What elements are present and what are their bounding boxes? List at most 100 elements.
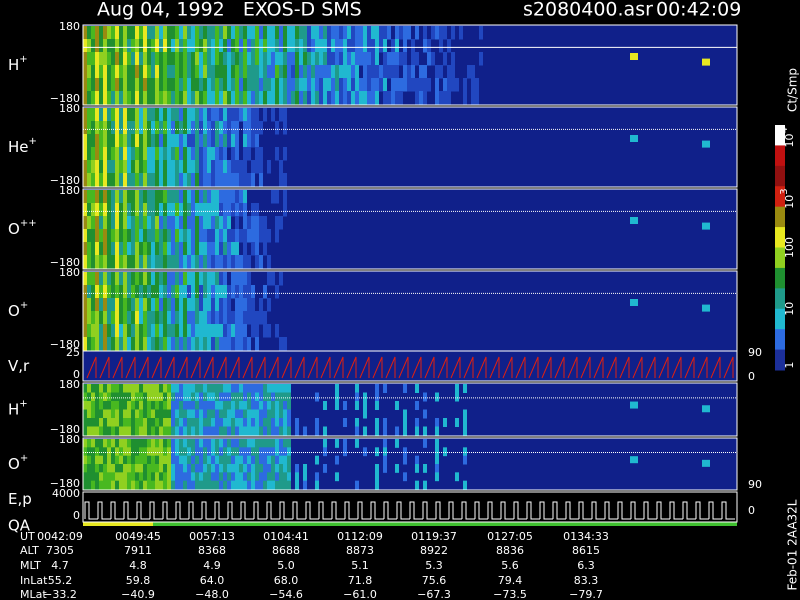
spectrogram-cell: [219, 52, 223, 66]
spectrogram-cell: [219, 418, 223, 427]
spectrogram-cell: [219, 447, 223, 457]
spectrogram-cell: [219, 426, 223, 436]
spectrogram-cell: [147, 190, 151, 204]
spectrogram-cell: [183, 65, 187, 79]
spectrogram-cell: [171, 229, 175, 243]
spectrogram-cell: [135, 108, 139, 122]
spectrogram-cell: [267, 401, 271, 410]
spectrogram-cell: [235, 384, 239, 393]
spectrogram-cell: [179, 455, 183, 465]
spectrogram-cell: [347, 65, 351, 79]
spectrogram-cell: [111, 160, 115, 174]
spectrogram-cell: [431, 26, 435, 40]
spectrogram-cell: [159, 255, 163, 269]
spectrogram-cell: [219, 121, 223, 135]
spectrogram-cell: [83, 285, 87, 299]
spectrogram-cell: [143, 242, 147, 256]
spectrogram-cell: [167, 409, 171, 419]
spectrogram-cell: [231, 384, 235, 393]
colorbar-tick-label-base: 10: [783, 133, 796, 147]
spectrogram-cell: [223, 134, 227, 148]
spectrogram-cell: [267, 384, 271, 393]
colorbar-tick-label-base: 100: [783, 237, 796, 258]
spectrogram-cell: [219, 324, 223, 338]
spectrogram-cell: [147, 392, 151, 402]
colorbar-segment: [775, 227, 785, 248]
spectrogram-cell: [187, 216, 191, 230]
spectrogram-cell: [239, 447, 243, 457]
spectrogram-cell: [171, 480, 175, 490]
spectrogram-cell: [267, 26, 271, 40]
spectrogram-cell: [295, 91, 299, 105]
spectrogram-cell: [267, 255, 271, 269]
spectrogram-cell: [179, 392, 183, 402]
spectrogram-cell: [191, 472, 195, 482]
spectrogram-cell: [219, 39, 223, 53]
spectrogram-cell: [151, 39, 155, 53]
spectrogram-cell: [299, 52, 303, 66]
spectrogram-cell: [207, 311, 211, 325]
spectrogram-cell: [239, 472, 243, 482]
spectrogram-cell: [443, 52, 447, 66]
spectrogram-cell: [159, 455, 163, 465]
spectrogram-cell: [219, 255, 223, 269]
spectrogram-cell: [187, 455, 191, 465]
spectrogram-cell: [235, 401, 239, 410]
spectrogram-cell: [159, 409, 163, 419]
spectrogram-cell: [215, 480, 219, 490]
cell: 79.4: [498, 574, 523, 587]
spectrogram-cell: [135, 121, 139, 135]
spectrogram-cell: [179, 52, 183, 66]
panel-label-base: O: [8, 455, 20, 473]
spectrogram-cell: [191, 324, 195, 338]
spectrogram-cell: [123, 147, 127, 161]
spectrogram-cell: [143, 121, 147, 135]
spectrogram-cell: [223, 426, 227, 436]
spectrogram-cell: [87, 242, 91, 256]
spectrogram-cell: [423, 464, 427, 473]
spectrogram-cell: [111, 426, 115, 436]
spectrogram-cell: [175, 65, 179, 79]
spectrogram-cell: [191, 447, 195, 457]
spectrogram-cell: [463, 426, 467, 436]
spectrogram-cell: [127, 409, 131, 419]
sawtooth: [398, 356, 409, 379]
spectrogram-cell: [215, 337, 219, 351]
spectrogram-cell: [163, 229, 167, 243]
spectrogram-cell: [223, 384, 227, 393]
spectrogram-cell: [127, 418, 131, 427]
spectrogram-cell: [319, 52, 323, 66]
spectrogram-cell: [143, 216, 147, 230]
spectrogram-cell: [447, 65, 451, 79]
spectrogram-cell: [403, 426, 407, 436]
spectrogram-cell: [115, 255, 119, 269]
spectrogram-cell: [103, 392, 107, 402]
spectrogram-cell: [271, 472, 275, 482]
spectrogram-cell: [95, 324, 99, 338]
spectrogram-cell: [175, 26, 179, 40]
spectrogram-cell: [331, 78, 335, 92]
spectrogram-spot: [702, 222, 710, 230]
spectrogram-cell: [135, 160, 139, 174]
spectrogram-cell: [247, 216, 251, 230]
spectrogram-cell: [203, 203, 207, 217]
spectrogram-cell: [167, 39, 171, 53]
spectrogram-cell: [199, 285, 203, 299]
spectrogram-cell: [159, 337, 163, 351]
spectrogram-cell: [107, 216, 111, 230]
spectrogram-cell: [147, 324, 151, 338]
spectrogram-cell: [171, 272, 175, 286]
spectrogram-cell: [403, 447, 407, 457]
spectrogram-cell: [91, 298, 95, 312]
spectrogram-cell: [207, 121, 211, 135]
spectrogram-cell: [235, 409, 239, 419]
spectrogram-cell: [99, 455, 103, 465]
spectrogram-cell: [183, 401, 187, 410]
spectrogram-cell: [219, 147, 223, 161]
spectrogram-cell: [295, 464, 299, 473]
spectrogram-cell: [135, 173, 139, 187]
spectrogram-cell: [227, 401, 231, 410]
spectrogram-spot: [702, 459, 710, 467]
spectrogram-cell: [155, 401, 159, 410]
spectrogram-cell: [119, 91, 123, 105]
